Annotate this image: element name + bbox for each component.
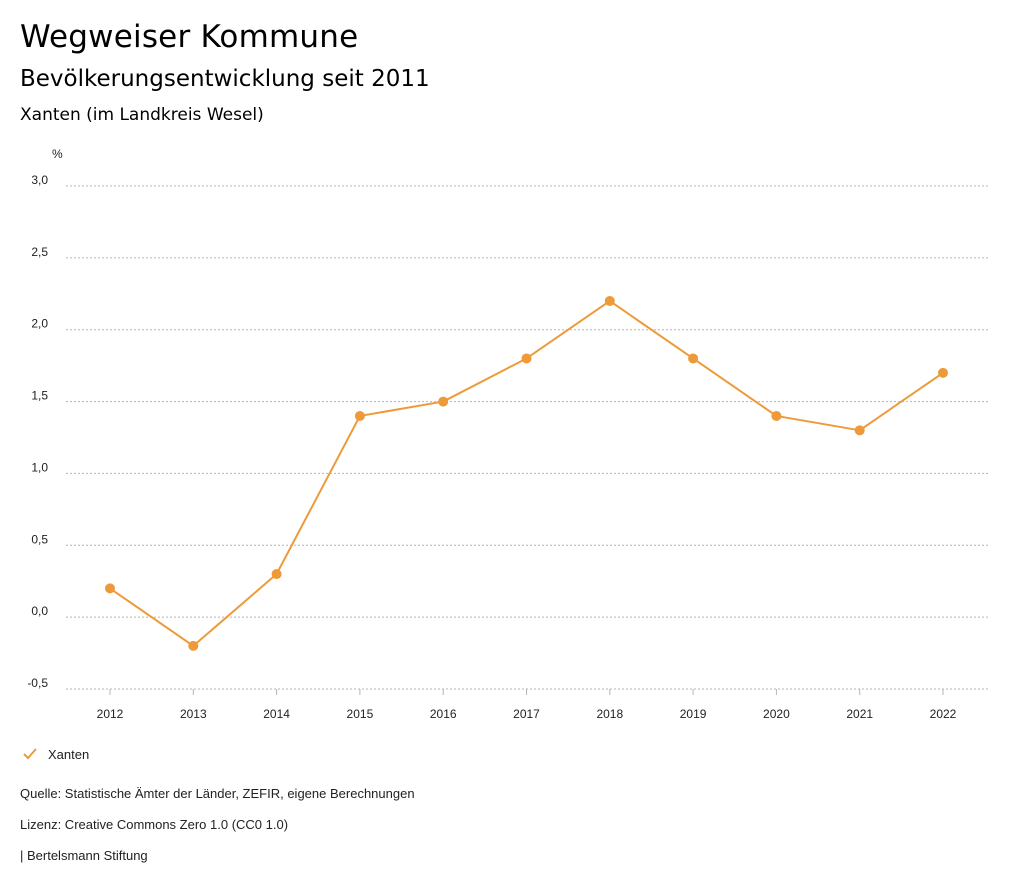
x-tick-label: 2012 <box>97 707 124 721</box>
publisher-note: | Bertelsmann Stiftung <box>20 848 148 863</box>
x-tick-label: 2021 <box>846 707 873 721</box>
y-unit-label: % <box>52 147 63 161</box>
data-point <box>354 410 365 421</box>
y-tick-label: 2,5 <box>31 245 48 259</box>
x-tick-label: 2019 <box>680 707 707 721</box>
license-note: Lizenz: Creative Commons Zero 1.0 (CC0 1… <box>20 817 289 832</box>
page-title: Wegweiser Kommune <box>20 19 359 55</box>
data-point <box>438 396 449 407</box>
region-label: Xanten (im Landkreis Wesel) <box>20 105 264 125</box>
x-tick-label: 2020 <box>763 707 790 721</box>
x-tick-label: 2015 <box>347 707 374 721</box>
data-point <box>604 295 615 306</box>
x-tick-label: 2022 <box>930 707 957 721</box>
x-tick-label: 2016 <box>430 707 457 721</box>
x-tick-label: 2013 <box>180 707 207 721</box>
data-point <box>188 640 199 651</box>
data-point <box>688 353 699 364</box>
data-point <box>105 583 115 594</box>
y-tick-label: 1,5 <box>31 389 48 403</box>
y-tick-label: 2,0 <box>31 317 48 331</box>
legend[interactable]: Xanten <box>22 744 89 764</box>
data-point <box>938 367 948 378</box>
x-tick-label: 2014 <box>263 707 290 721</box>
source-note: Quelle: Statistische Ämter der Länder, Z… <box>20 786 415 801</box>
x-tick-label: 2017 <box>513 707 540 721</box>
chart-subtitle: Bevölkerungsentwicklung seit 2011 <box>20 66 430 92</box>
y-tick-label: 1,0 <box>31 460 48 474</box>
data-point <box>771 410 782 421</box>
line-chart: % 3,0 2,5 2,0 1,5 1,0 0,5 0,0 -0,5 2012 2013 2014 20… <box>27 147 990 721</box>
y-tick-label: 0,5 <box>31 532 48 546</box>
x-tick-label: 2018 <box>596 707 623 721</box>
legend-label: Xanten <box>48 746 90 762</box>
data-point <box>521 353 532 364</box>
checkmark-icon <box>22 746 38 762</box>
data-point <box>271 569 282 580</box>
y-tick-label: -0,5 <box>27 676 48 690</box>
y-tick-label: 0,0 <box>31 604 48 618</box>
y-tick-label: 3,0 <box>31 173 48 187</box>
data-point <box>854 425 865 436</box>
